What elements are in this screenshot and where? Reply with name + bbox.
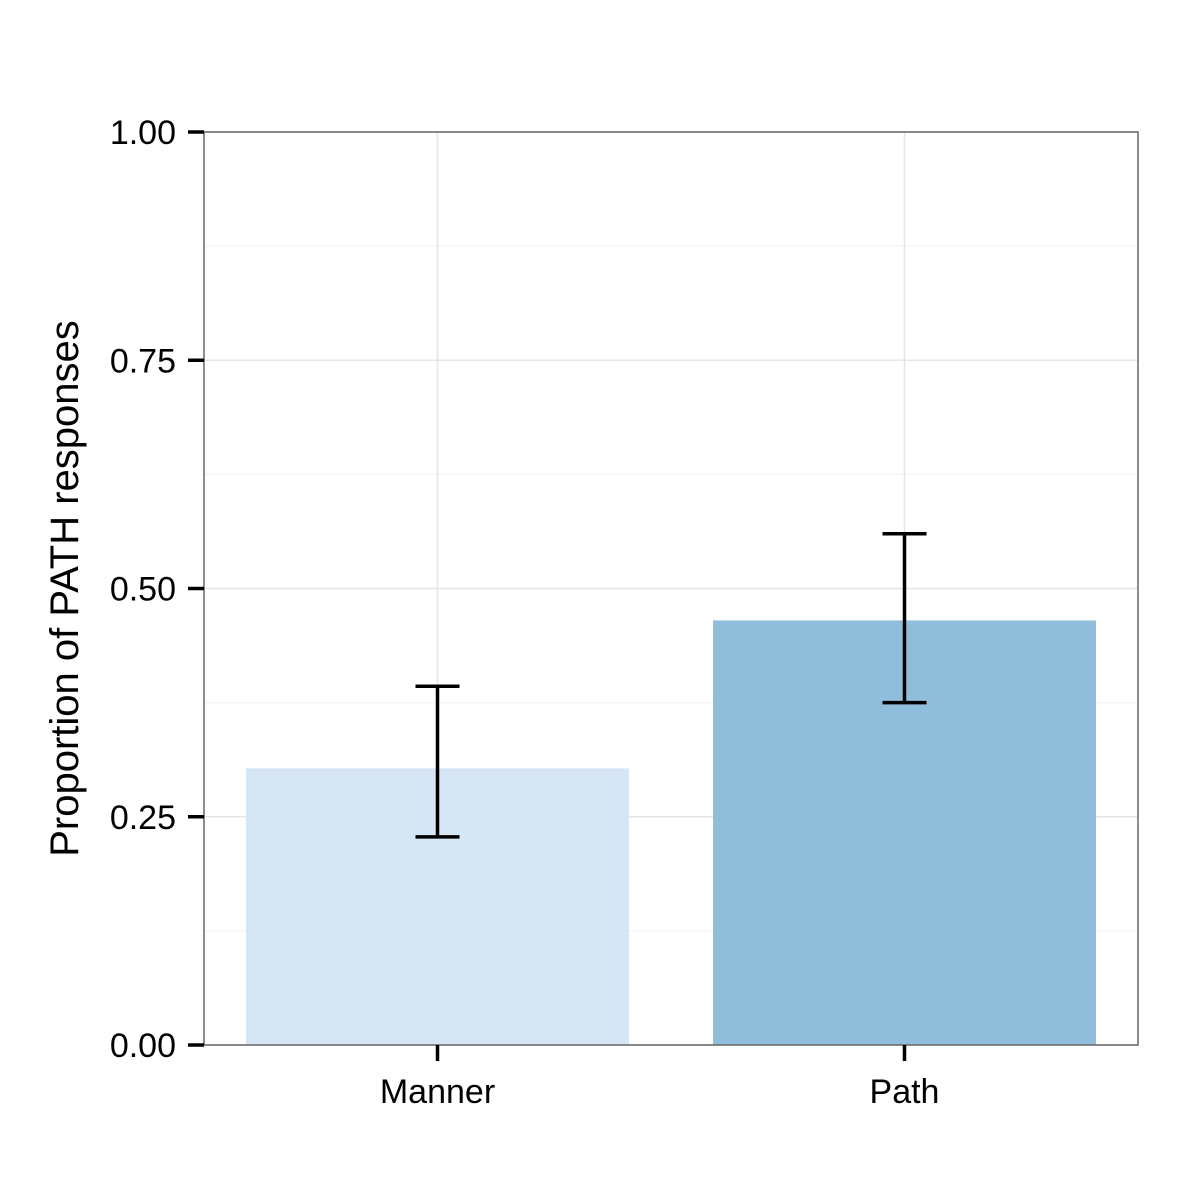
y-tick-label: 1.00 <box>110 114 176 152</box>
error-bars <box>415 531 927 839</box>
x-axis: Manner Path <box>380 1045 940 1111</box>
error-bar-manner <box>415 684 460 839</box>
y-tick-label: 0.25 <box>110 799 176 837</box>
error-bar-path <box>882 531 927 705</box>
y-axis: 0.00 0.25 0.50 0.75 1.00 <box>110 114 204 1065</box>
y-tick-label: 0.50 <box>110 571 176 609</box>
x-tick-label: Path <box>870 1073 940 1111</box>
y-tick-label: 0.75 <box>110 342 176 380</box>
x-tick-label: Manner <box>380 1073 495 1111</box>
y-axis-title: Proportion of PATH responses <box>43 320 87 857</box>
y-tick-label: 0.00 <box>110 1027 176 1065</box>
